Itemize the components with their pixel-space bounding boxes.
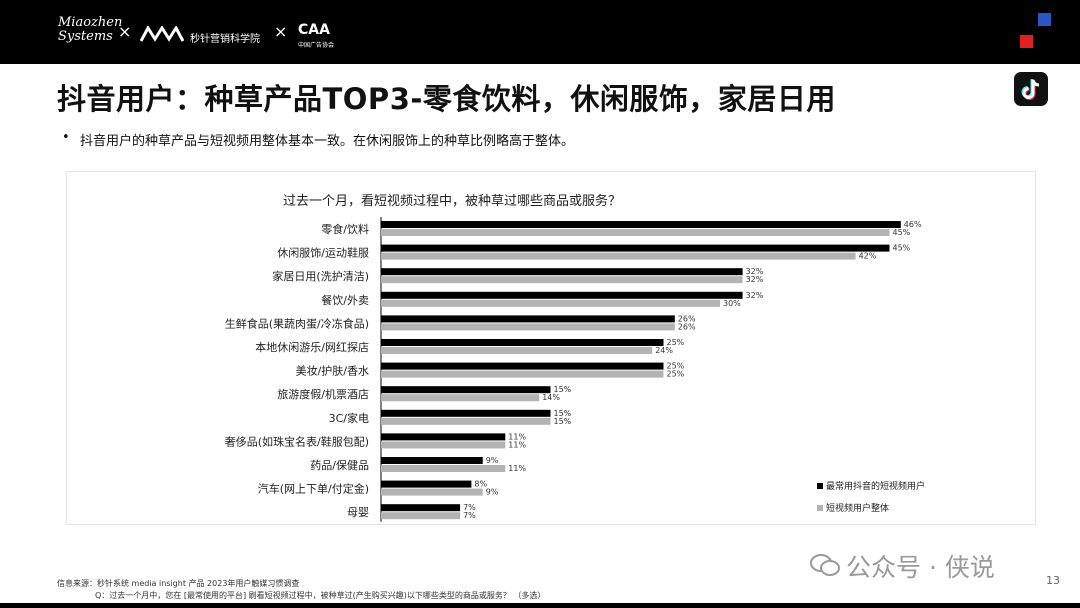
slide-subtitle: 抖音用户的种草产品与短视频用整体基本一致。在休闲服饰上的种草比例略高于整体。 xyxy=(80,134,575,149)
tiktok-icon xyxy=(1014,72,1048,106)
page-number: 13 xyxy=(1046,574,1060,587)
legend-label: 短视频用户整体 xyxy=(826,502,889,514)
chart-title: 过去一个月，看短视频过程中，被种草过哪些商品或服务？ xyxy=(283,194,622,209)
data-label: 11% xyxy=(508,440,526,449)
legend-label: 最常用抖音的短视频用户 xyxy=(826,480,925,492)
data-label: 9% xyxy=(486,456,499,465)
data-label: 32% xyxy=(746,291,764,300)
category-label: 生鲜食品(果蔬肉蛋/冷冻食品) xyxy=(225,316,369,330)
bar-douyin-users xyxy=(381,221,901,228)
data-label: 11% xyxy=(508,464,526,473)
data-label: 32% xyxy=(746,275,764,284)
bar-all-users xyxy=(381,465,506,472)
bar-all-users xyxy=(381,488,483,496)
data-label: 7% xyxy=(463,503,476,512)
source-note: 信息来源：秒针系统 media insight 产品 2023年用户触媒习惯调查 xyxy=(57,579,300,588)
category-label: 美妆/护肤/香水 xyxy=(296,364,369,378)
bar-douyin-users xyxy=(381,409,551,417)
caa-logo-subtext: 中国广告协会 xyxy=(298,42,335,49)
bar-all-users xyxy=(381,394,540,402)
bar-douyin-users xyxy=(381,386,551,394)
data-label: 25% xyxy=(667,370,685,379)
bar-douyin-users xyxy=(381,433,506,441)
data-label: 32% xyxy=(746,267,764,276)
category-label: 3C/家电 xyxy=(329,411,369,425)
category-label: 药品/保健品 xyxy=(310,458,369,472)
bar-douyin-users xyxy=(381,268,743,276)
bar-douyin-users xyxy=(381,339,664,346)
data-label: 45% xyxy=(893,228,911,237)
bar-douyin-users xyxy=(381,504,461,512)
data-label: 24% xyxy=(655,346,673,355)
logo-separator: × xyxy=(118,22,132,41)
decorative-red-square xyxy=(1020,35,1033,48)
data-label: 7% xyxy=(463,511,476,520)
watermark-text: 公众号 · 侠说 xyxy=(846,553,995,582)
data-label: 26% xyxy=(678,314,696,323)
bar-douyin-users xyxy=(381,362,664,370)
data-label: 9% xyxy=(486,488,499,497)
data-label: 11% xyxy=(508,432,526,441)
data-label: 25% xyxy=(667,362,685,371)
category-label: 餐饮/外卖 xyxy=(321,293,369,307)
category-label: 母婴 xyxy=(347,506,369,519)
bar-all-users xyxy=(381,323,675,331)
category-label: 汽车(网上下单/付定金) xyxy=(258,482,369,496)
data-label: 15% xyxy=(554,385,572,394)
bar-all-users xyxy=(381,441,506,449)
miaozhen-logo: Miaozhen Systems xyxy=(58,16,122,44)
bar-all-users xyxy=(381,252,856,260)
logo-separator-2: × xyxy=(274,22,288,41)
data-label: 25% xyxy=(667,338,685,347)
bar-all-users xyxy=(381,276,743,284)
data-label: 42% xyxy=(859,252,877,261)
category-label: 本地休闲游乐/网红探店 xyxy=(255,340,369,354)
data-label: 15% xyxy=(554,409,572,418)
category-label: 零食/饮料 xyxy=(321,222,369,236)
miaozhen-logo-line2: Systems xyxy=(58,29,113,44)
category-label: 旅游度假/机票酒店 xyxy=(277,387,369,401)
bar-all-users xyxy=(381,229,890,236)
decorative-blue-square xyxy=(1038,13,1051,26)
category-label: 休闲服饰/运动鞋服 xyxy=(277,246,369,260)
legend-swatch xyxy=(817,505,823,511)
bar-douyin-users xyxy=(381,291,743,299)
bar-all-users xyxy=(381,299,720,307)
category-label: 奢侈品(如珠宝名表/鞋服包配) xyxy=(225,434,369,448)
miaozhen-logo-line1: Miaozhen xyxy=(58,15,123,30)
data-label: 15% xyxy=(554,417,572,426)
bar-all-users xyxy=(381,347,653,354)
bar-douyin-users xyxy=(381,480,472,488)
legend-swatch xyxy=(817,483,823,489)
data-label: 8% xyxy=(474,480,487,489)
footer-bar xyxy=(0,603,1080,608)
data-label: 26% xyxy=(678,322,696,331)
wechat-icon xyxy=(810,554,840,576)
bar-douyin-users xyxy=(381,244,890,252)
bar-all-users xyxy=(381,370,664,378)
slide-title: 抖音用户：种草产品TOP3-零食饮料，休闲服饰，家居日用 xyxy=(57,82,836,116)
header-bar: Miaozhen Systems × 秒针营销科学院 × CAA 中国广告协会 xyxy=(0,0,1080,64)
academy-logo-text: 秒针营销科学院 xyxy=(190,34,260,45)
bar-all-users xyxy=(381,512,461,520)
data-label: 46% xyxy=(904,220,922,229)
academy-logo-icon xyxy=(140,26,184,42)
data-label: 45% xyxy=(893,244,911,253)
bullet-marker: • xyxy=(62,130,70,145)
question-note: Q：过去一个月中，您在 [最常使用的平台] 刷看短视频过程中，被种草过(产生购买… xyxy=(95,591,546,600)
caa-logo: CAA xyxy=(298,22,330,38)
bar-douyin-users xyxy=(381,457,483,464)
bar-all-users xyxy=(381,417,551,425)
data-label: 14% xyxy=(542,393,560,402)
bar-douyin-users xyxy=(381,315,675,323)
data-label: 30% xyxy=(723,299,741,308)
category-label: 家居日用(洗护清洁) xyxy=(272,269,369,283)
